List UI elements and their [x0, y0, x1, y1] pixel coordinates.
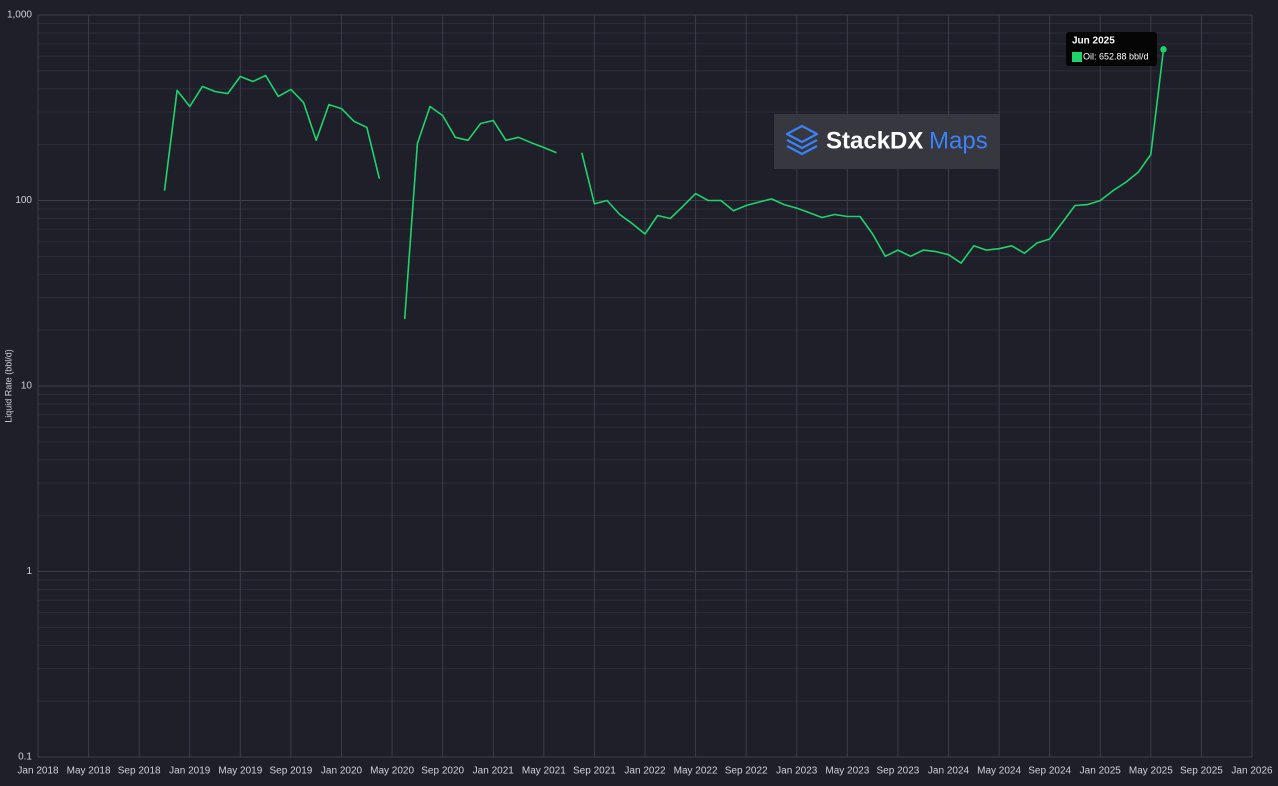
x-tick-label: May 2025: [1129, 766, 1173, 777]
x-tick-label: Jan 2024: [928, 766, 970, 777]
highlight-point: [1160, 46, 1167, 53]
x-tick-label: Sep 2021: [573, 766, 616, 777]
tooltip: Jun 2025 Oil: 652.88 bbl/d: [1066, 32, 1157, 66]
x-tick-label: Sep 2019: [270, 766, 313, 777]
x-tick-label: Jan 2021: [473, 766, 515, 777]
x-tick-label: Jan 2020: [321, 766, 363, 777]
x-tick-label: Sep 2025: [1180, 766, 1223, 777]
tooltip-text: Oil: 652.88 bbl/d: [1083, 51, 1149, 61]
x-tick-label: May 2021: [522, 766, 566, 777]
watermark-icon: [785, 124, 819, 156]
y-tick-label: 0.1: [18, 752, 32, 763]
x-tick-label: Sep 2023: [877, 766, 920, 777]
x-tick-label: Sep 2022: [725, 766, 768, 777]
x-tick-label: Sep 2018: [118, 766, 161, 777]
x-tick-label: Jan 2019: [169, 766, 211, 777]
tooltip-box: [1066, 32, 1157, 66]
y-tick-label: 10: [21, 381, 33, 392]
x-tick-label: Jan 2025: [1080, 766, 1122, 777]
grid: [37, 14, 1253, 758]
watermark-product: Maps: [929, 127, 988, 154]
tooltip-title: Jun 2025: [1072, 36, 1115, 47]
y-tick-label: 1,000: [7, 10, 32, 21]
x-tick-label: Jan 2026: [1231, 766, 1273, 777]
plot: [163, 46, 1167, 319]
x-tick-label: Sep 2024: [1028, 766, 1071, 777]
x-tick-label: Sep 2020: [421, 766, 464, 777]
x-tick-label: May 2020: [370, 766, 414, 777]
watermark: StackDX Maps: [774, 114, 1000, 169]
y-axis-label: Liquid Rate (bbl/d): [3, 349, 13, 423]
x-tick-label: May 2023: [825, 766, 869, 777]
tooltip-swatch: [1072, 52, 1082, 62]
x-tick-label: Jan 2018: [17, 766, 59, 777]
x-tick-label: Jan 2022: [624, 766, 666, 777]
watermark-box: [774, 114, 1000, 169]
y-tick-label: 100: [15, 195, 32, 206]
x-tick-label: May 2019: [218, 766, 262, 777]
x-tick-label: May 2022: [674, 766, 718, 777]
x-tick-label: Jan 2023: [776, 766, 818, 777]
line-series: [163, 49, 1165, 319]
y-tick-label: 1: [26, 566, 32, 577]
watermark-brand: StackDX: [826, 127, 923, 154]
x-tick-label: May 2024: [977, 766, 1021, 777]
x-tick-label: May 2018: [67, 766, 111, 777]
